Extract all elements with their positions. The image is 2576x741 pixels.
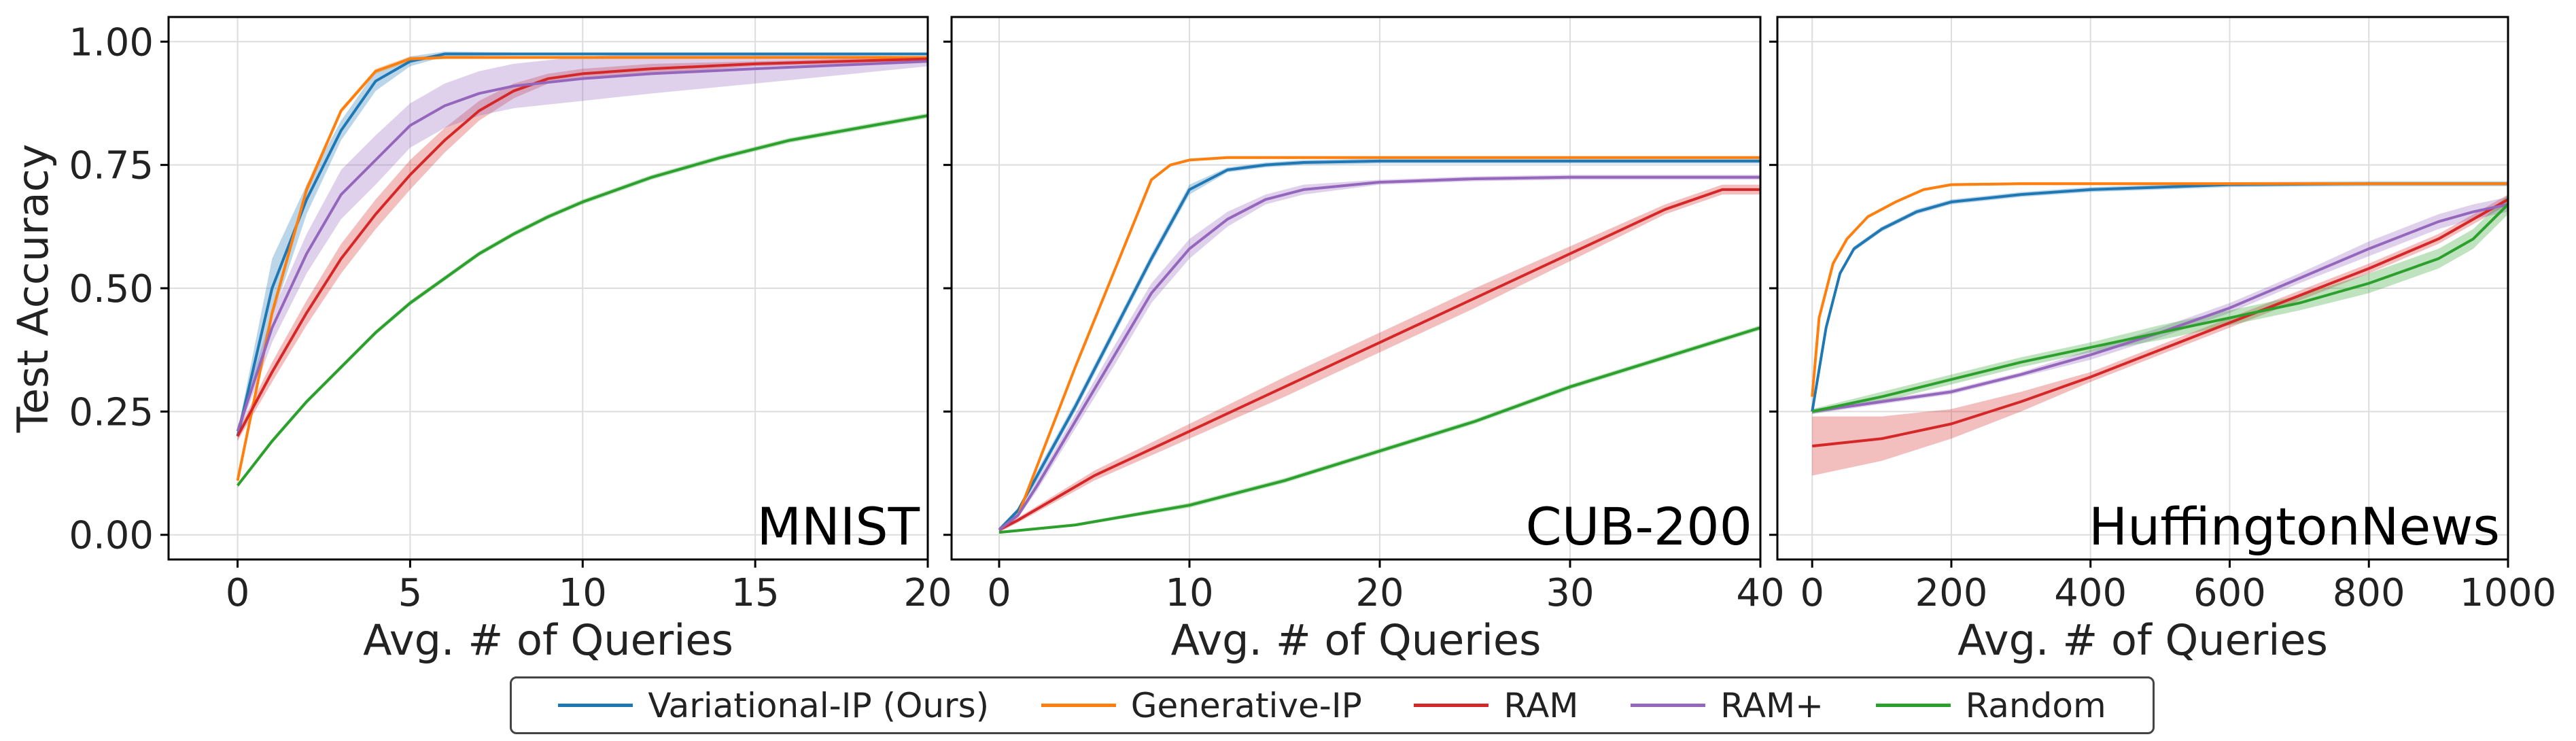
y-tick-label-3: 0.75	[69, 144, 154, 188]
x-tick-label-2: 20	[1355, 571, 1404, 615]
panels: 0 5 10 15 20 0.00 0.25 0.50 0.75 1.00 Avg. # of Qu…	[8, 16, 2557, 665]
x-tick-label-5: 1000	[2460, 571, 2557, 615]
legend-label-ram: RAM	[1503, 685, 1579, 725]
band-ram	[1812, 194, 2508, 476]
x-tick-label-2: 400	[2054, 571, 2127, 615]
series-line-gip	[236, 56, 928, 481]
y-axis-title: Test Accuracy	[8, 144, 58, 434]
x-tick-label-0: 0	[1800, 571, 1824, 615]
band-gip	[1812, 182, 2508, 398]
panel-1: 0 10 20 30 40 Avg. # of Queries CUB-200	[943, 16, 1785, 665]
series-line-vip	[1811, 182, 2508, 412]
x-tick-label-3: 15	[731, 571, 780, 615]
band-random	[1812, 194, 2508, 414]
legend-entry-generative-ip: Generative-IP	[1041, 686, 1362, 725]
legend-label-ram-plus: RAM+	[1720, 685, 1824, 725]
x-tick-label-3: 600	[2193, 571, 2266, 615]
plot-area	[236, 51, 928, 488]
series-line-ram	[1811, 198, 2508, 448]
legend-swatch-variational-ip	[558, 704, 633, 707]
series-line-ramplus	[998, 175, 1760, 532]
legend-entry-ram: RAM	[1414, 686, 1578, 725]
x-tick-label-3: 30	[1546, 571, 1594, 615]
series-line-gip	[998, 156, 1760, 532]
x-tick-label-1: 200	[1915, 571, 1988, 615]
legend-swatch-generative-ip	[1041, 704, 1116, 707]
x-tick-label-0: 0	[226, 571, 250, 615]
series-line-random	[236, 114, 928, 487]
x-axis-title: Avg. # of Queries	[363, 615, 733, 665]
x-tick-label-2: 10	[559, 571, 607, 615]
series-line-vip	[998, 159, 1760, 531]
legend-label-generative-ip: Generative-IP	[1130, 685, 1362, 725]
legend-swatch-ram-plus	[1631, 704, 1706, 707]
y-tick-label-2: 0.50	[69, 267, 154, 311]
x-tick-label-4: 20	[903, 571, 952, 615]
panel-0: 0 5 10 15 20 0.00 0.25 0.50 0.75 1.00 Avg. # of Qu…	[8, 16, 952, 665]
series-line-random	[998, 326, 1760, 534]
legend-swatch-random	[1875, 704, 1951, 707]
plot-area	[1811, 181, 2508, 476]
panel-label: CUB-200	[1526, 496, 1752, 557]
panel-label: HuffingtonNews	[2089, 496, 2500, 557]
x-axis-title: Avg. # of Queries	[1957, 615, 2328, 665]
legend-label-variational-ip: Variational-IP (Ours)	[648, 685, 990, 725]
x-tick-label-4: 800	[2333, 571, 2405, 615]
panel-2: 0 200 400 600 800 1000 Avg. # of Queries Huffin…	[1769, 16, 2557, 665]
series-line-ramplus	[1811, 203, 2508, 413]
legend-swatch-ram	[1414, 704, 1489, 707]
y-tick-label-1: 0.25	[69, 390, 154, 434]
legend-entry-variational-ip: Variational-IP (Ours)	[558, 686, 989, 725]
plot-area	[998, 156, 1760, 534]
legend: Variational-IP (Ours) Generative-IP RAM …	[510, 676, 2155, 734]
y-tick-label-0: 0.00	[69, 514, 154, 558]
series-line-ram	[998, 188, 1760, 532]
series-line-random	[1811, 203, 2508, 413]
band-vip	[1812, 181, 2508, 414]
x-axis-title: Avg. # of Queries	[1171, 615, 1542, 665]
x-tick-label-0: 0	[987, 571, 1011, 615]
series-line-ramplus	[236, 60, 928, 432]
x-tick-label-1: 10	[1165, 571, 1213, 615]
x-tick-label-4: 40	[1736, 571, 1784, 615]
band-ramplus	[1812, 196, 2508, 414]
series-line-gip	[1811, 182, 2508, 397]
legend-entry-random: Random	[1875, 685, 2106, 725]
panel-label: MNIST	[756, 496, 920, 557]
y-tick-label-4: 1.00	[69, 20, 154, 65]
legend-entry-ram-plus: RAM+	[1631, 686, 1824, 725]
series-line-ram	[236, 57, 928, 437]
x-tick-label-1: 5	[398, 571, 423, 615]
legend-label-random: Random	[1965, 685, 2106, 725]
